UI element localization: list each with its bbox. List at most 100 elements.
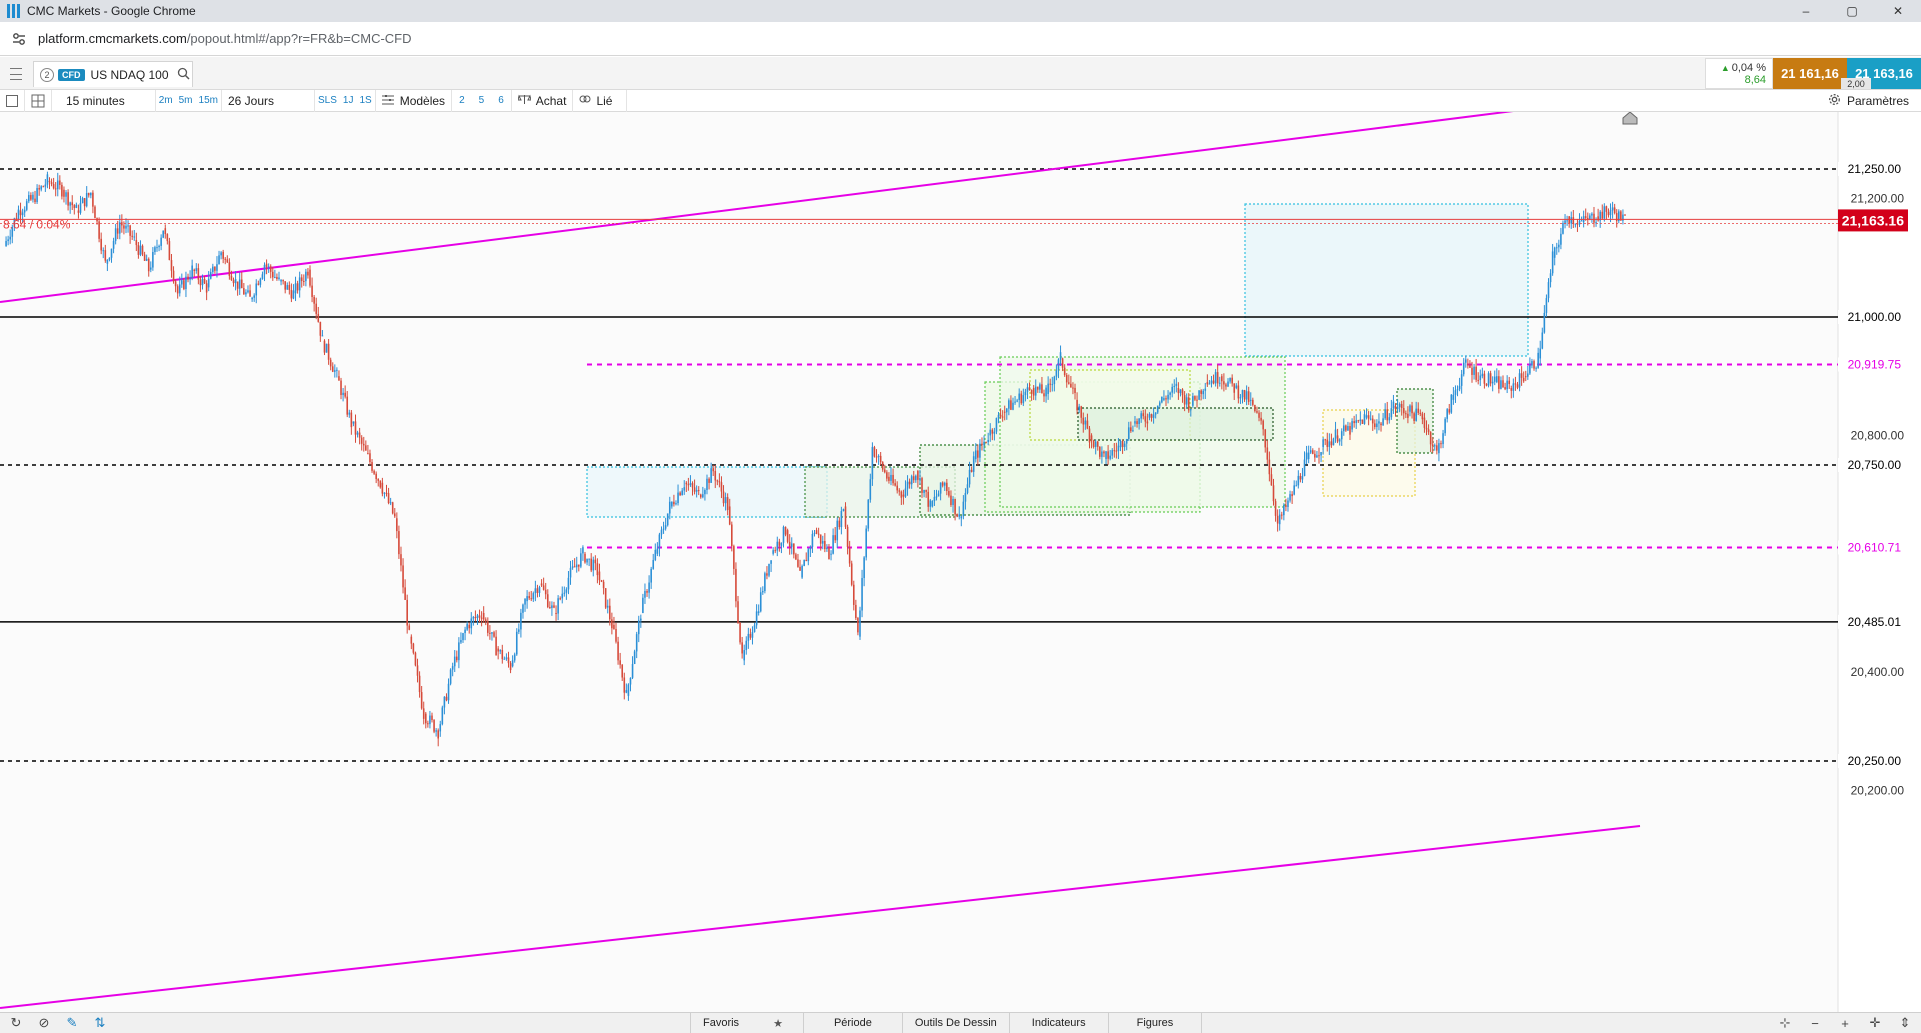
candle-body bbox=[288, 285, 291, 290]
chart-canvas[interactable]: 11 Nov 18 Nov 25 Nov 2 Dec 21,200.00 20,800.… bbox=[0, 112, 1921, 1012]
site-info-icon[interactable] bbox=[8, 28, 30, 50]
candle-body bbox=[590, 558, 592, 571]
template-slot-2[interactable]: 2 bbox=[459, 95, 465, 106]
candle-body bbox=[1243, 390, 1246, 400]
buy-button[interactable]: 21 163,16 bbox=[1847, 58, 1921, 89]
candle-body bbox=[1560, 233, 1562, 245]
browser-title-bar: CMC Markets - Google Chrome – ▢ ✕ bbox=[0, 0, 1921, 22]
refresh-icon[interactable]: ↻ bbox=[10, 1015, 22, 1030]
candle-body bbox=[1192, 396, 1194, 406]
candle-body bbox=[1012, 402, 1014, 410]
candle-body bbox=[1382, 418, 1384, 426]
cursor-icon[interactable]: ✛ bbox=[1869, 1015, 1881, 1030]
date-tick-label: 11 Nov bbox=[63, 112, 100, 113]
interval-5m[interactable]: 5m bbox=[178, 95, 193, 106]
candle-body bbox=[1570, 217, 1573, 224]
candle-body bbox=[693, 487, 696, 492]
candle-body bbox=[342, 392, 344, 395]
candle-body bbox=[1589, 215, 1591, 220]
interval-15m[interactable]: 15m bbox=[196, 89, 222, 112]
candle-body bbox=[776, 541, 779, 551]
link-button[interactable]: Lié bbox=[573, 89, 628, 112]
settings-button[interactable]: Paramètres bbox=[1828, 90, 1909, 112]
candle-body bbox=[402, 565, 404, 588]
candle-body bbox=[1119, 441, 1122, 448]
zoom-in-icon[interactable]: + bbox=[1841, 1015, 1849, 1031]
candle-body bbox=[1307, 452, 1310, 460]
sell-button[interactable]: 21 161,16 bbox=[1773, 58, 1847, 89]
minimize-button[interactable]: – bbox=[1802, 4, 1810, 18]
search-icon[interactable] bbox=[177, 67, 190, 83]
url-text[interactable]: platform.cmcmarkets.com/popout.html#/app… bbox=[38, 31, 412, 46]
clear-drawings-icon[interactable]: ⊘ bbox=[38, 1015, 50, 1030]
candle-body bbox=[1090, 435, 1093, 441]
candle-body bbox=[602, 581, 605, 589]
candle-body bbox=[1233, 383, 1236, 393]
range-sls[interactable]: SLS bbox=[318, 95, 337, 106]
candle-body bbox=[821, 540, 824, 544]
buy-order-button[interactable]: Achat bbox=[512, 89, 574, 112]
candle-body bbox=[460, 640, 462, 643]
candle-body bbox=[710, 468, 712, 483]
candle-body bbox=[1121, 441, 1124, 448]
candle-body bbox=[1343, 425, 1345, 432]
candle-body bbox=[1287, 500, 1289, 507]
crosshair-tool-icon[interactable]: ⊹ bbox=[1779, 1015, 1791, 1030]
templates-button[interactable]: Modèles bbox=[376, 89, 453, 112]
candle-body bbox=[1115, 450, 1118, 452]
candle-body bbox=[745, 640, 748, 651]
template-slot-5[interactable]: 5 bbox=[478, 95, 485, 106]
tab-indicators[interactable]: Indicateurs bbox=[1008, 1013, 1108, 1033]
candle-body bbox=[1262, 420, 1264, 430]
tab-period[interactable]: Période bbox=[802, 1013, 902, 1033]
expand-icon[interactable]: ⇕ bbox=[1899, 1015, 1911, 1030]
interval-select[interactable]: 15 minutes bbox=[52, 89, 156, 112]
candle-body bbox=[1438, 443, 1440, 454]
hamburger-menu-icon[interactable] bbox=[6, 65, 26, 83]
candle-body bbox=[69, 202, 71, 206]
maximize-button[interactable]: ▢ bbox=[1846, 4, 1858, 18]
candle-body bbox=[716, 480, 719, 482]
pencil-icon[interactable]: ✎ bbox=[66, 1015, 78, 1030]
candle-body bbox=[1491, 381, 1494, 384]
candle-body bbox=[650, 568, 652, 583]
candle-body bbox=[1113, 450, 1116, 452]
candle-body bbox=[807, 549, 810, 562]
candle-body bbox=[362, 443, 365, 446]
tab-favorites[interactable]: Favoris ★ bbox=[690, 1013, 803, 1033]
template-slot-6[interactable]: 6 bbox=[491, 89, 512, 112]
move-arrows-icon[interactable]: ⇅ bbox=[94, 1015, 106, 1030]
interval-2m[interactable]: 2m bbox=[158, 95, 173, 106]
tab-drawing-tools[interactable]: Outils De Dessin bbox=[901, 1013, 1009, 1033]
candle-body bbox=[555, 613, 557, 614]
candle-body bbox=[393, 513, 396, 517]
level-tag-text: 20,610.71 bbox=[1848, 540, 1902, 554]
candle-body bbox=[1485, 383, 1488, 386]
candle-body bbox=[977, 450, 979, 458]
range-1j[interactable]: 1J bbox=[342, 95, 354, 106]
close-button[interactable]: ✕ bbox=[1892, 4, 1904, 18]
candle-body bbox=[226, 259, 229, 263]
candle-body bbox=[13, 218, 16, 227]
tab-figures[interactable]: Figures bbox=[1107, 1013, 1203, 1033]
candle-body bbox=[805, 559, 808, 562]
candle-body bbox=[141, 245, 144, 255]
candle-body bbox=[513, 654, 516, 661]
layout-grid-icon[interactable] bbox=[25, 89, 52, 112]
candle-body bbox=[166, 234, 169, 242]
price-chart[interactable]: 11 Nov 18 Nov 25 Nov 2 Dec 21,200.00 20,800.… bbox=[0, 112, 1921, 1012]
candle-body bbox=[526, 596, 528, 602]
candle-body bbox=[534, 588, 537, 594]
candle-body bbox=[937, 493, 940, 497]
chart-list-icon[interactable] bbox=[0, 89, 25, 112]
range-select[interactable]: 26 Jours bbox=[222, 89, 315, 112]
zoom-out-icon[interactable]: − bbox=[1811, 1015, 1819, 1031]
candle-body bbox=[1080, 406, 1083, 418]
candle-body bbox=[309, 269, 311, 286]
candle-body bbox=[261, 274, 264, 279]
instrument-tab[interactable]: 2 CFD US NDAQ 100 bbox=[33, 61, 193, 87]
range-1s[interactable]: 1S bbox=[356, 89, 376, 112]
candle-body bbox=[1183, 395, 1186, 405]
candle-body bbox=[234, 279, 237, 284]
candle-body bbox=[92, 192, 94, 207]
